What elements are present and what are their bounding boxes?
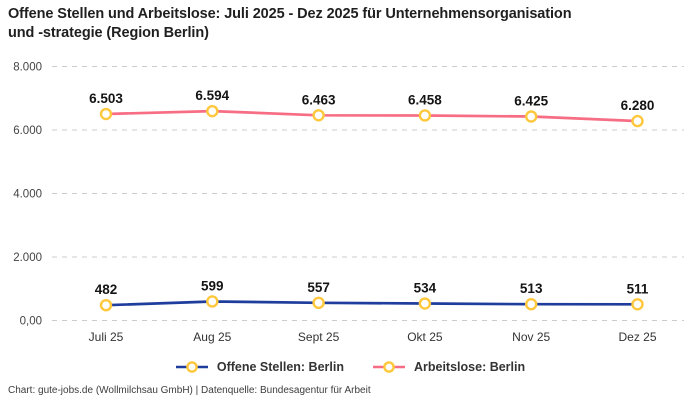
x-axis-tick-label: Dez 25 (618, 330, 656, 344)
data-point-label: 6.425 (514, 94, 548, 109)
data-point-label: 513 (520, 281, 543, 296)
legend: Offene Stellen: Berlin Arbeitslose: Berl… (0, 360, 700, 374)
legend-label-offene-stellen: Offene Stellen: Berlin (216, 360, 344, 374)
y-axis-tick-label: 2.000 (13, 252, 42, 264)
legend-label-arbeitslose: Arbeitslose: Berlin (413, 360, 526, 374)
data-point-marker[interactable] (206, 295, 219, 308)
x-axis-tick-label: Juli 25 (89, 330, 124, 344)
legend-item-offene-stellen[interactable]: Offene Stellen: Berlin (175, 360, 344, 374)
data-point-marker[interactable] (206, 104, 219, 118)
x-axis-tick-label: Okt 25 (407, 330, 443, 344)
data-point-marker[interactable] (99, 298, 113, 312)
series-line-offene-stellen-berlin (104, 300, 639, 307)
y-axis-tick-label: 4.000 (13, 189, 42, 201)
data-point-marker[interactable] (525, 298, 538, 311)
y-axis-tick-label: 0,00 (20, 316, 42, 328)
data-point-marker[interactable] (525, 110, 538, 123)
data-point-marker[interactable] (99, 107, 113, 121)
chart-title: Offene Stellen und Arbeitslose: Juli 202… (8, 5, 668, 43)
data-point-label: 6.458 (408, 92, 442, 107)
data-point-marker[interactable] (631, 114, 644, 128)
data-point-label: 511 (627, 281, 649, 296)
data-point-label: 557 (307, 280, 330, 295)
series-line-arbeitslose-berlin (104, 109, 639, 123)
legend-swatch-line-marker-icon (372, 361, 405, 373)
data-point-label: 6.463 (302, 92, 336, 107)
chart-title-line2: und -strategie (Region Berlin) (8, 24, 209, 41)
y-axis-tick-label: 6.000 (13, 125, 42, 137)
x-axis-tick-label: Nov 25 (512, 330, 550, 344)
x-axis-tick-label: Sept 25 (298, 330, 340, 344)
x-axis-tick-label: Aug 25 (193, 330, 231, 344)
data-point-label: 6.503 (89, 91, 123, 106)
data-point-label: 599 (201, 278, 224, 293)
data-point-label: 6.280 (621, 98, 655, 113)
legend-swatch-line-marker-icon (175, 361, 208, 373)
chart-title-line1: Offene Stellen und Arbeitslose: Juli 202… (8, 6, 572, 22)
data-point-marker[interactable] (312, 296, 325, 310)
footer-attribution: Chart: gute-jobs.de (Wollmilchsau GmbH) … (8, 385, 371, 396)
legend-item-arbeitslose[interactable]: Arbeitslose: Berlin (372, 360, 525, 374)
data-point-label: 6.594 (195, 88, 229, 103)
y-axis-tick-label: 8.000 (13, 62, 42, 74)
data-point-marker[interactable] (418, 109, 432, 122)
data-point-marker[interactable] (631, 298, 644, 311)
data-point-label: 482 (95, 282, 118, 297)
data-point-marker[interactable] (418, 297, 432, 310)
data-point-marker[interactable] (312, 109, 325, 122)
data-point-label: 534 (414, 281, 437, 296)
